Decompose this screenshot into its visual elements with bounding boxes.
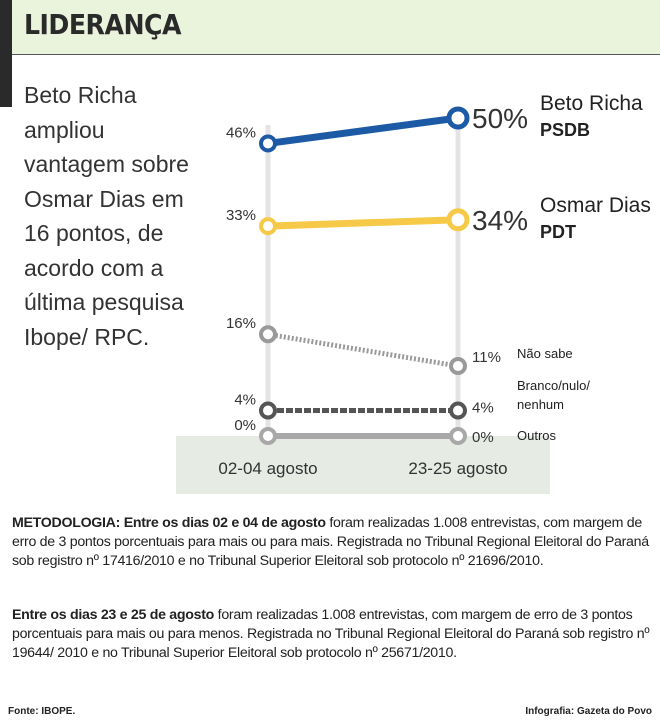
source-note: Fonte: IBOPE. (8, 706, 76, 717)
data-label: 50% (472, 103, 528, 134)
header-band (0, 0, 660, 55)
data-label: 0% (472, 429, 494, 446)
x-tick-label: 23-25 agosto (408, 459, 507, 478)
data-point (446, 106, 470, 130)
series-party: PDT (540, 222, 576, 242)
data-point (259, 427, 277, 445)
data-point (449, 427, 467, 445)
methodology-p2-bold: Entre os dias 23 e 25 de agosto (12, 607, 215, 623)
series-name: Outros (517, 428, 557, 443)
series-line (267, 216, 459, 230)
data-point (259, 325, 277, 344)
series-line (267, 331, 459, 369)
series-line (267, 114, 459, 147)
data-point (449, 357, 467, 376)
data-point (259, 401, 277, 420)
data-label: 4% (234, 392, 256, 409)
accent-bar (0, 0, 12, 107)
data-label: 16% (226, 315, 256, 332)
series-name: Osmar Dias (540, 194, 651, 217)
data-point (259, 217, 277, 236)
data-label: 4% (472, 400, 494, 417)
methodology-p2: Entre os dias 23 e 25 de agosto foram re… (12, 606, 652, 663)
line-chart: 02-04 agosto 23-25 agosto 46% 50% Beto Richa… (176, 92, 651, 494)
methodology-p1-text: foram realizadas 1.008 entrevistas, com … (12, 515, 649, 569)
data-label: 11% (472, 349, 501, 366)
methodology-p1-bold: METODOLOGIA: Entre os dias 02 e 04 de ag… (12, 515, 326, 531)
data-label: 46% (226, 124, 256, 141)
axis-band (176, 436, 550, 494)
page-title: LIDERANÇA (24, 8, 182, 41)
series-name: Beto Richa (540, 92, 643, 115)
methodology-p2-text: foram realizadas 1.008 entrevistas, com … (12, 607, 650, 661)
data-point (449, 401, 467, 420)
methodology-p1: METODOLOGIA: Entre os dias 02 e 04 de ag… (12, 514, 652, 571)
data-point (259, 134, 277, 153)
x-tick-label: 02-04 agosto (218, 459, 317, 478)
data-label: 34% (472, 205, 528, 236)
series-party: PSDB (540, 120, 590, 140)
lede-text: Beto Richa ampliou vantagem sobre Osmar … (24, 82, 189, 350)
series-name: Branco/nulo/ (517, 378, 590, 393)
series-name: nenhum (517, 397, 564, 412)
credit-note: Infografia: Gazeta do Povo (525, 706, 652, 717)
data-point (446, 208, 470, 232)
data-label: 0% (234, 417, 256, 434)
data-label: 33% (226, 207, 256, 224)
series-name: Não sabe (517, 346, 573, 361)
